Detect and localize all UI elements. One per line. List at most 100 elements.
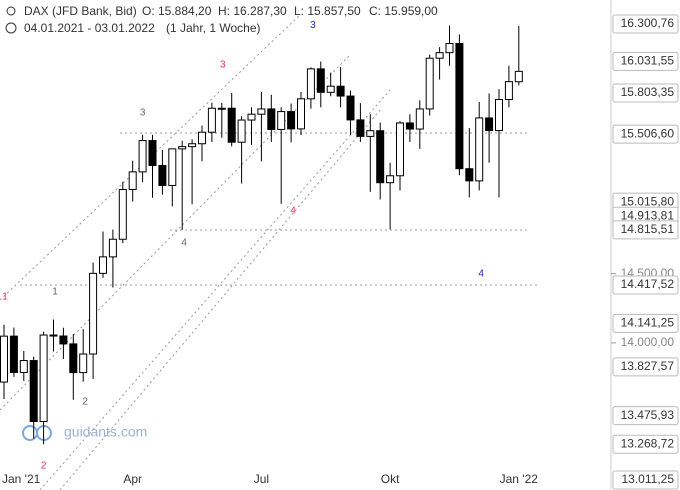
- price-level-label: 14.141,25: [621, 316, 675, 330]
- watermark: guidants.com: [64, 424, 147, 440]
- chart-title: DAX (JFD Bank, Bid): [24, 4, 137, 18]
- wave-label: 3: [140, 108, 146, 119]
- candle-body: [227, 107, 236, 143]
- price-level-box: [612, 470, 679, 490]
- price-level-box: [612, 434, 679, 454]
- price-level-box: [612, 406, 679, 426]
- candle-body: [158, 165, 167, 186]
- price-level-label: 15.506,60: [621, 126, 675, 140]
- price-level-label: 14.913,81: [621, 208, 675, 222]
- candle-body: [0, 335, 8, 383]
- candle-body: [287, 111, 296, 130]
- ohlc-low: L: 15.857,50: [294, 4, 361, 18]
- price-level-label: 13.268,72: [621, 436, 675, 450]
- candle-body: [207, 107, 216, 133]
- x-tick-label: Apr: [123, 472, 142, 486]
- candle-body: [386, 175, 395, 184]
- candle-body: [138, 140, 147, 173]
- price-level-box: [612, 220, 679, 240]
- candle-body: [396, 122, 404, 177]
- candle-body: [128, 171, 137, 190]
- candle-body: [306, 68, 315, 100]
- x-tick-label: Jan '21: [2, 472, 41, 486]
- candle-body: [118, 188, 127, 240]
- x-tick-label: Jul: [254, 472, 269, 486]
- ohlc-open: O: 15.884,20: [142, 4, 212, 18]
- candle-body: [79, 353, 88, 374]
- candle-body: [514, 70, 523, 83]
- price-level-box: [612, 313, 679, 333]
- candle-body: [316, 68, 325, 93]
- candle-body: [356, 119, 365, 137]
- wave-label: 3: [220, 60, 226, 71]
- price-level-label: 14.815,51: [621, 222, 675, 236]
- price-level-box: [612, 51, 679, 71]
- candle-body: [257, 108, 266, 115]
- candle-body: [435, 52, 444, 59]
- candle-body: [237, 119, 246, 143]
- candle-body: [366, 130, 375, 137]
- price-level-label: 13.827,57: [621, 359, 675, 373]
- date-range: 04.01.2021 - 03.01.2022: [24, 21, 155, 35]
- candle-body: [9, 335, 18, 373]
- wave-label: 1: [52, 287, 58, 298]
- candle-body: [376, 130, 385, 184]
- candle-body: [425, 57, 434, 110]
- wave-label: 1: [2, 292, 8, 303]
- price-level-box: [612, 83, 679, 103]
- candle-body: [297, 98, 305, 130]
- x-tick-label: Okt: [381, 472, 400, 486]
- candle-body: [405, 122, 414, 130]
- menu-icon[interactable]: [6, 6, 16, 16]
- wave-label: 4: [478, 269, 484, 280]
- ohlc-high: H: 16.287,30: [218, 4, 287, 18]
- candle-body: [89, 272, 98, 355]
- wave-label: 4: [181, 238, 187, 249]
- candle-body: [485, 117, 494, 132]
- price-level-label: 15.015,80: [621, 194, 675, 208]
- wave-label: 4: [290, 206, 296, 217]
- wave-label: 2: [82, 397, 88, 408]
- candle-body: [49, 334, 58, 337]
- candle-body: [415, 108, 424, 130]
- period: (1 Jahr, 1 Woche): [166, 21, 261, 35]
- candle-body: [69, 343, 78, 374]
- price-level-label: 15.803,35: [621, 85, 675, 99]
- price-level-label: 16.031,55: [621, 53, 675, 67]
- watermark-logo: [22, 425, 38, 441]
- candle-body: [178, 146, 187, 150]
- candle-body: [465, 168, 474, 182]
- candle-body: [217, 107, 226, 110]
- candle-body: [455, 43, 464, 170]
- wave-label: 3: [310, 20, 316, 31]
- candle-body: [198, 131, 206, 145]
- price-level-label: 13.475,93: [621, 408, 675, 422]
- candle-body: [326, 85, 335, 93]
- candle-body: [336, 85, 345, 97]
- x-tick-label: Jan '22: [500, 472, 539, 486]
- candle-body: [445, 43, 454, 54]
- price-level-box: [612, 275, 679, 295]
- price-level-box: [612, 14, 679, 34]
- clock-icon: [5, 22, 17, 34]
- candle-body: [59, 335, 68, 345]
- candle-body: [475, 117, 484, 182]
- candle-body: [247, 113, 256, 121]
- candle-body: [148, 140, 157, 167]
- y-tick-label: 14.000,00: [621, 335, 675, 349]
- candle-body: [277, 111, 286, 130]
- price-level-box: [612, 124, 679, 144]
- ohlc-close: C: 15.959,00: [369, 4, 438, 18]
- candle-body: [504, 81, 513, 101]
- price-level-label: 16.300,76: [621, 16, 675, 30]
- price-level-label: 14.417,52: [621, 277, 675, 291]
- wave-label: 2: [41, 461, 47, 472]
- candle-body: [108, 238, 117, 258]
- candle-body: [346, 95, 355, 121]
- candle-body: [267, 108, 276, 130]
- candle-body: [188, 143, 197, 148]
- candle-body: [495, 99, 503, 132]
- price-level-box: [612, 357, 679, 377]
- candle-body: [39, 334, 48, 423]
